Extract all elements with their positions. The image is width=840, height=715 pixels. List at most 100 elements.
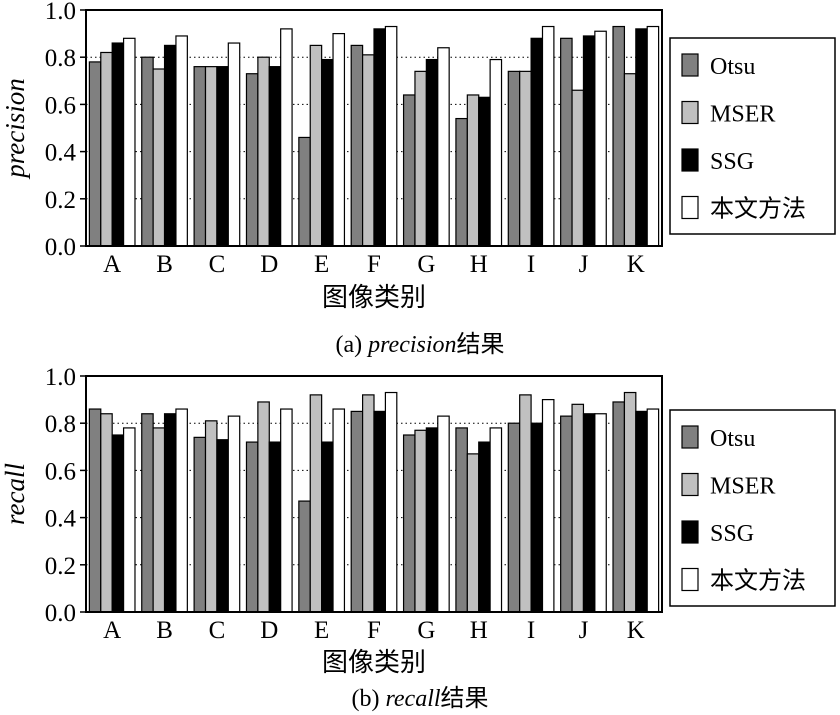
- legend-entry: 本文方法: [681, 196, 806, 223]
- caption-suffix: 结果: [441, 685, 489, 712]
- bar-C-4: [227, 42, 241, 247]
- x-tick-label: C: [209, 251, 226, 278]
- bar-G-1: [402, 94, 416, 247]
- bar-B-4: [175, 408, 188, 613]
- legend-swatch: [681, 148, 699, 172]
- x-tick-label: E: [314, 617, 329, 644]
- y-tick-label: 0.6: [45, 92, 76, 119]
- bar-D-4: [280, 408, 293, 613]
- bar-K-3: [635, 28, 648, 247]
- legend: Otsu MSER SSG 本文方法: [669, 409, 836, 607]
- bar-K-1: [612, 401, 626, 613]
- caption-prefix: (b): [351, 686, 385, 712]
- bar-K-3: [635, 410, 648, 613]
- caption: (b) recall结果: [351, 685, 488, 712]
- legend-entry: SSG: [681, 148, 754, 175]
- x-axis-label: 图像类别: [322, 648, 426, 677]
- x-tick-label: J: [579, 251, 589, 278]
- x-tick-label: A: [103, 251, 121, 278]
- bar-J-1: [560, 37, 573, 247]
- caption-metric: recall: [385, 686, 440, 712]
- bar-F-1: [350, 410, 364, 613]
- bars: [88, 25, 660, 247]
- panel-a: 0.0 0.2 0.4 0.6 0.8 1.0 A B C D E F G H I J K precision…: [0, 0, 836, 358]
- bar-A-3: [111, 42, 125, 247]
- bar-D-1: [245, 441, 259, 613]
- y-tick-label: 0.8: [45, 45, 76, 72]
- bar-H-4: [489, 58, 503, 247]
- caption-metric: precision: [366, 332, 456, 358]
- plot-frame: [85, 9, 663, 247]
- legend-entry: MSER: [681, 472, 775, 500]
- bar-G-3: [425, 427, 439, 613]
- bar-E-3: [321, 58, 334, 247]
- x-tick-label: H: [470, 251, 488, 278]
- legend-label: SSG: [710, 521, 754, 547]
- legend-label: Otsu: [710, 54, 755, 80]
- bar-B-1: [141, 56, 154, 247]
- x-tick-label: B: [156, 251, 173, 278]
- bar-D-1: [245, 73, 259, 247]
- x-tick-label: I: [527, 251, 535, 278]
- bar-F-1: [350, 44, 364, 247]
- y-ticks: 0.0 0.2 0.4 0.6 0.8 1.0: [45, 364, 86, 627]
- y-tick-label: 1.0: [45, 364, 76, 391]
- bar-H-1: [455, 117, 468, 247]
- bar-A-4: [122, 427, 136, 613]
- bar-K-2: [623, 391, 637, 613]
- bar-H-3: [478, 96, 491, 247]
- bar-B-2: [152, 68, 166, 247]
- x-tick-label: G: [417, 251, 435, 278]
- bar-G-2: [414, 70, 427, 247]
- bar-G-4: [437, 47, 450, 247]
- bar-K-4: [646, 408, 660, 613]
- bar-A-1: [88, 408, 102, 613]
- bar-C-2: [204, 66, 218, 247]
- y-tick-label: 0.2: [45, 187, 76, 214]
- bar-C-1: [193, 436, 207, 613]
- bar-G-1: [402, 434, 416, 613]
- x-axis-label: 图像类别: [322, 283, 426, 312]
- bar-F-3: [373, 28, 386, 247]
- legend-label: MSER: [710, 474, 775, 500]
- bar-C-2: [204, 420, 218, 613]
- bar-C-3: [216, 439, 229, 613]
- bar-I-1: [507, 70, 521, 247]
- y-tick-label: 1.0: [45, 0, 76, 25]
- legend: Otsu MSER SSG 本文方法: [669, 37, 836, 235]
- y-axis-label: precision: [0, 78, 30, 179]
- y-axis-label: recall: [0, 463, 30, 525]
- bar-E-2: [309, 394, 323, 613]
- y-tick-label: 0.6: [45, 458, 76, 485]
- legend-entry: MSER: [681, 100, 775, 128]
- bar-A-2: [100, 51, 113, 247]
- caption-prefix: (a): [335, 332, 368, 358]
- bars: [88, 391, 660, 613]
- bar-G-2: [414, 429, 427, 613]
- legend-label: SSG: [710, 149, 754, 175]
- legend-label: MSER: [710, 102, 775, 128]
- bar-H-2: [466, 94, 480, 247]
- bar-C-1: [193, 66, 207, 247]
- legend-swatch: [681, 472, 699, 497]
- bar-A-2: [100, 413, 113, 613]
- bar-C-3: [216, 66, 229, 247]
- caption: (a) precision结果: [335, 331, 504, 358]
- bar-A-1: [88, 61, 102, 247]
- x-ticks: A B C D E F G H I J K: [103, 617, 645, 644]
- bar-J-3: [582, 413, 596, 613]
- legend-entry: SSG: [681, 520, 754, 547]
- bar-D-2: [257, 401, 270, 613]
- bar-I-3: [530, 422, 544, 613]
- y-tick-label: 0.0: [45, 600, 76, 627]
- bar-I-1: [507, 422, 521, 613]
- y-tick-label: 0.8: [45, 411, 76, 438]
- bar-D-2: [257, 56, 270, 247]
- y-tick-label: 0.0: [45, 234, 76, 261]
- bar-D-3: [268, 441, 282, 613]
- y-tick-label: 0.4: [45, 140, 77, 167]
- plot-frame: [85, 375, 663, 613]
- bar-G-4: [437, 415, 450, 613]
- bar-A-3: [111, 434, 125, 613]
